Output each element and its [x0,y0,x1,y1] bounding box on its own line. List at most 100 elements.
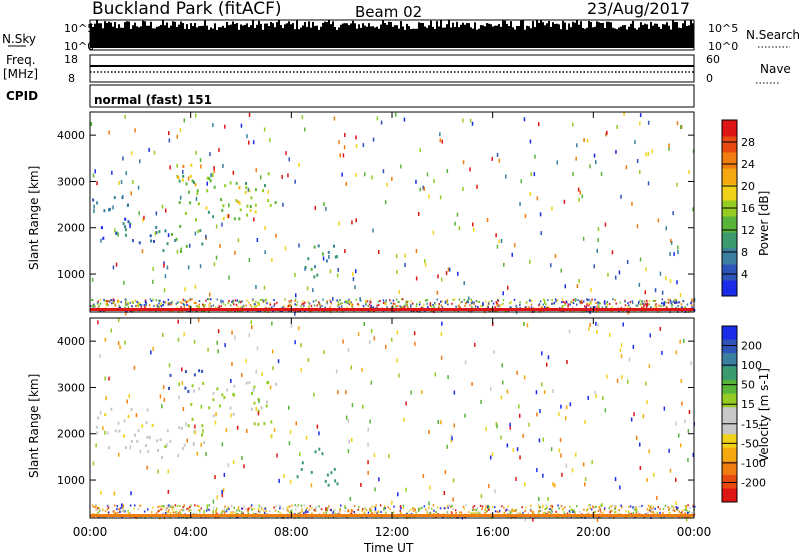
range-cell [316,304,318,307]
nsky-bar [114,22,116,48]
range-cell [168,302,170,305]
nsky-bar [384,22,386,48]
nsky-bar [538,22,540,48]
range-cell [303,512,305,515]
range-cell [543,390,546,395]
nsky-bar [342,23,344,48]
nsky-bar [106,22,108,48]
range-cell [102,508,104,511]
range-cell [584,482,586,487]
range-cell [368,303,371,306]
range-cell [653,299,655,302]
range-cell [675,477,677,482]
range-cell [183,304,186,306]
colorbar-tick-label: 20 [741,180,755,193]
nsky-bar [480,25,482,48]
range-cell [507,285,509,290]
range-cell [182,447,185,451]
range-cell [392,302,395,305]
range-cell [652,508,654,511]
power-ylabel: Slant Range [km] [27,166,41,270]
range-cell [579,301,582,304]
range-cell [397,310,400,313]
nsky-bar [252,20,254,48]
range-cell [177,512,180,515]
range-cell [324,479,327,483]
range-cell [691,511,693,514]
range-cell [638,505,641,508]
range-cell [255,305,257,307]
range-cell [253,422,256,426]
range-cell [313,275,316,279]
freq-ytick-bottom: 8 [68,72,75,85]
range-cell [634,506,636,509]
range-cell [665,226,667,231]
range-cell [682,300,685,303]
nsky-bar [90,23,92,48]
range-cell [283,473,285,478]
nsky-bar [324,21,326,48]
range-cell [205,234,207,239]
range-cell [109,207,111,211]
range-cell [202,381,205,385]
range-cell [400,298,403,301]
range-cell [579,510,581,513]
range-cell [232,170,235,175]
nsky-bar [606,21,608,48]
range-cell [91,277,94,282]
range-cell [585,306,587,309]
range-cell [198,505,200,508]
nsky-bar [208,29,210,48]
range-cell [465,504,467,507]
range-cell [586,509,588,512]
range-cell [672,300,674,303]
range-cell [446,444,448,449]
nsky-bar [112,26,114,48]
range-cell [230,511,233,514]
range-cell [342,153,345,158]
range-cell [227,214,230,219]
range-cell [119,306,121,309]
range-cell [188,305,191,308]
range-cell [598,306,600,309]
range-cell [544,302,546,305]
nsky-bar [294,29,296,48]
range-cell [113,504,116,507]
range-cell [241,456,243,460]
range-cell [519,304,521,307]
range-cell [599,508,601,511]
range-cell [273,506,275,509]
range-cell [111,170,113,175]
range-cell [648,299,651,302]
range-cell [552,482,554,487]
range-cell [540,231,542,236]
range-cell [98,516,100,519]
nsky-bar [652,25,654,48]
range-cell [105,302,107,305]
range-cell [325,206,327,211]
range-cell [282,202,284,207]
nsky-bar [484,26,486,48]
range-cell [679,339,681,344]
nsky-bar [394,25,396,48]
range-cell [434,303,436,306]
range-cell [135,413,138,418]
range-cell [418,303,421,306]
range-cell [113,196,116,200]
range-cell [452,497,454,502]
range-cell [432,303,434,306]
range-cell [358,304,360,307]
range-cell [660,304,662,307]
range-cell [119,511,121,514]
nsky-bar [386,24,388,48]
range-cell [201,242,204,246]
range-cell [423,303,425,306]
range-cell [152,346,154,351]
nsky-bar [356,28,358,48]
range-cell [353,505,356,507]
range-cell [232,510,234,513]
range-cell [253,507,255,510]
range-cell [482,302,484,306]
range-cell [550,447,553,452]
range-cell [222,302,225,305]
